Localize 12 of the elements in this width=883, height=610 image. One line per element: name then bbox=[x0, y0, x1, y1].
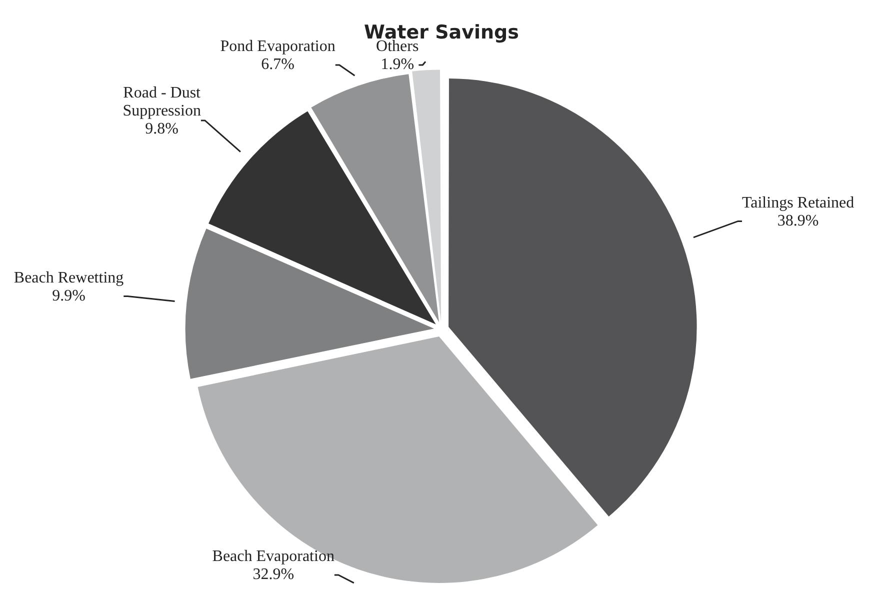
slice-label: Pond Evaporation bbox=[220, 38, 336, 56]
data-label: 38.9% bbox=[777, 212, 819, 230]
data-label: 9.8% bbox=[145, 120, 178, 138]
data-label: 32.9% bbox=[252, 566, 294, 584]
data-label: 9.9% bbox=[52, 287, 86, 304]
slice-label: Beach Rewetting bbox=[14, 269, 124, 286]
slice-label: Tailings Retained bbox=[742, 194, 854, 212]
slice-label: Others bbox=[376, 38, 419, 56]
data-label: 1.9% bbox=[380, 56, 414, 74]
data-label: 6.7% bbox=[261, 56, 294, 74]
slice-label: Road - Dust Suppression bbox=[122, 84, 202, 120]
slice-label: Beach Evaporation bbox=[212, 548, 334, 566]
